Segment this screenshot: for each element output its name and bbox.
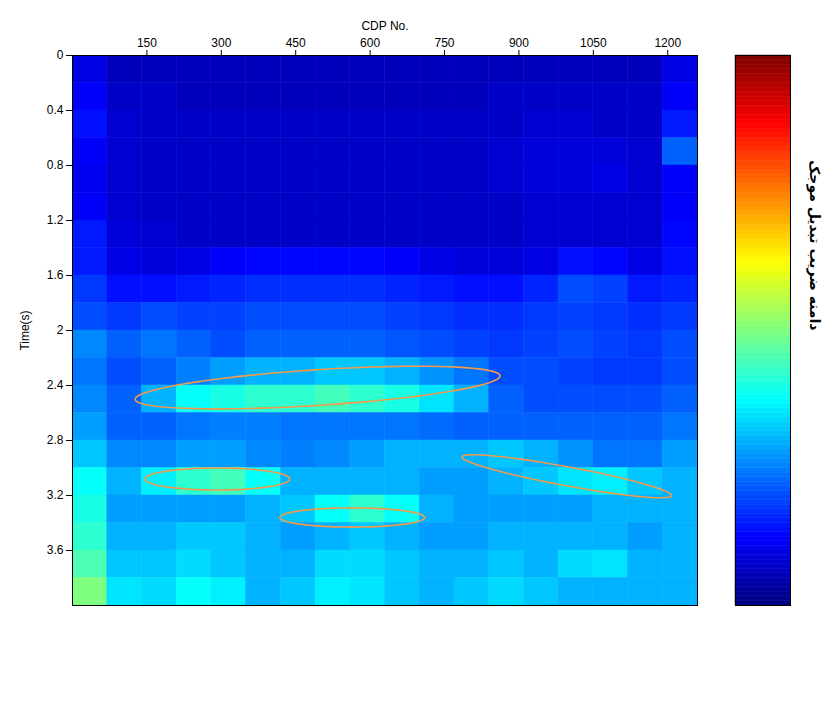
svg-text:دامنه ضریب تبدیل موجک: دامنه ضریب تبدیل موجک	[806, 160, 823, 330]
svg-text:1200: 1200	[654, 36, 681, 50]
svg-text:Time(s): Time(s)	[18, 310, 32, 350]
svg-text:750: 750	[435, 36, 455, 50]
svg-text:150: 150	[137, 36, 157, 50]
svg-text:0.8: 0.8	[47, 158, 64, 172]
svg-text:2.4: 2.4	[47, 378, 64, 392]
svg-text:0: 0	[57, 48, 64, 62]
svg-text:3.2: 3.2	[47, 488, 64, 502]
svg-text:900: 900	[509, 36, 529, 50]
svg-text:300: 300	[211, 36, 231, 50]
svg-text:2.8: 2.8	[47, 433, 64, 447]
svg-text:450: 450	[286, 36, 306, 50]
svg-text:600: 600	[360, 36, 380, 50]
svg-text:2: 2	[57, 323, 64, 337]
svg-text:1050: 1050	[580, 36, 607, 50]
svg-text:1.2: 1.2	[47, 213, 64, 227]
svg-text:1.6: 1.6	[47, 268, 64, 282]
svg-text:0.4: 0.4	[47, 103, 64, 117]
svg-text:CDP No.: CDP No.	[361, 19, 408, 33]
svg-text:3.6: 3.6	[47, 543, 64, 557]
